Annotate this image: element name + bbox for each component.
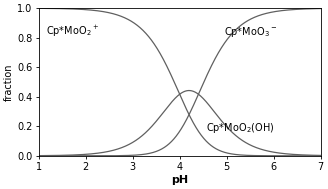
Text: Cp*MoO$_2$(OH): Cp*MoO$_2$(OH) bbox=[206, 121, 274, 135]
Text: Cp*MoO$_3$$^-$: Cp*MoO$_3$$^-$ bbox=[224, 25, 277, 39]
Y-axis label: fraction: fraction bbox=[4, 63, 14, 101]
X-axis label: pH: pH bbox=[171, 175, 188, 185]
Text: Cp*MoO$_2$$^+$: Cp*MoO$_2$$^+$ bbox=[46, 24, 99, 39]
